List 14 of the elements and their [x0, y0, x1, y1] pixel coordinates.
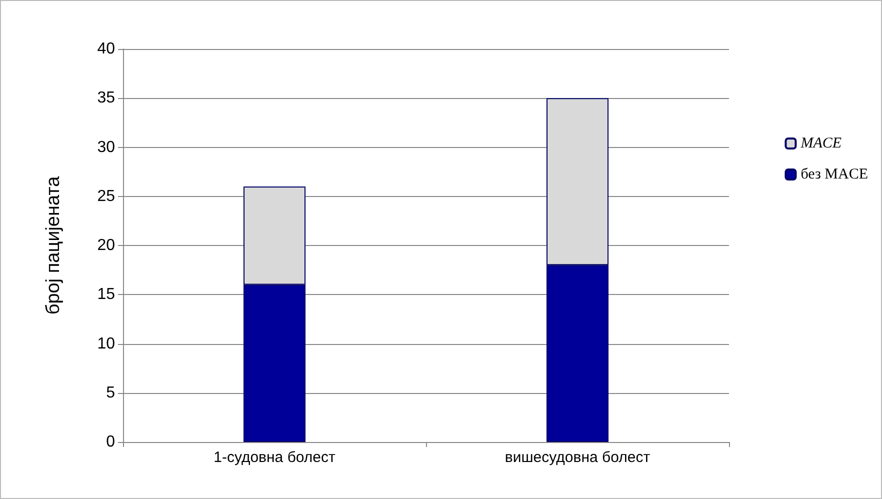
y-tick-label: 0: [106, 434, 116, 450]
x-tick-label: 1-судовна болест: [214, 449, 336, 466]
y-tick-label: 35: [97, 90, 116, 107]
y-tick-label: 25: [97, 188, 116, 205]
y-tick-label: 5: [106, 384, 116, 402]
x-tick-label: вишесудовна болест: [504, 449, 650, 466]
y-axis-title: број пацијената: [43, 176, 64, 315]
y-tick-label: 15: [97, 286, 116, 304]
legend-label: без MACE: [800, 166, 868, 182]
y-tick-label: 40: [97, 40, 116, 58]
y-tick-label: 10: [97, 335, 116, 352]
y-tick-label: 30: [97, 138, 116, 156]
legend-label: MACE: [800, 136, 842, 152]
y-tick-label: 20: [97, 237, 116, 254]
